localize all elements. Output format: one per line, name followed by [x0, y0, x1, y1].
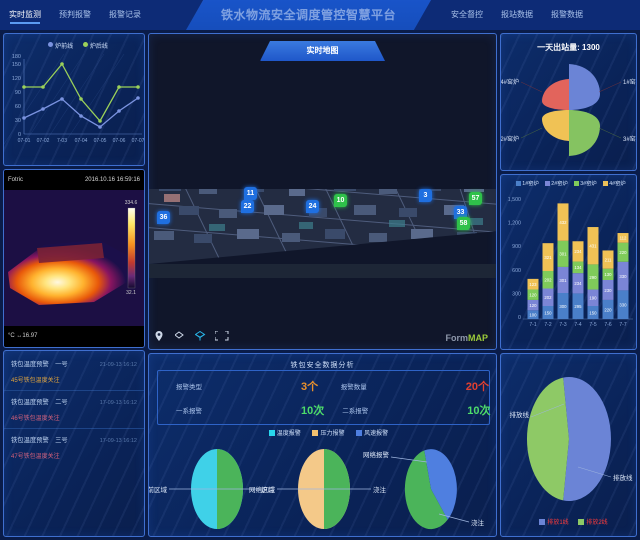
svg-text:234: 234 — [574, 281, 582, 286]
svg-text:220: 220 — [619, 250, 627, 255]
svg-text:1,500: 1,500 — [508, 197, 521, 203]
svg-text:07-05: 07-05 — [94, 138, 107, 144]
svg-text:321: 321 — [544, 255, 552, 260]
svg-text:1#窑炉: 1#窑炉 — [623, 78, 637, 86]
svg-text:30: 30 — [15, 118, 21, 124]
svg-text:7-3: 7-3 — [559, 322, 566, 328]
svg-text:炉前区域: 炉前区域 — [149, 485, 168, 494]
svg-text:220: 220 — [604, 307, 612, 312]
svg-text:290: 290 — [589, 275, 597, 280]
svg-text:295: 295 — [574, 304, 582, 309]
svg-text:301: 301 — [559, 252, 567, 257]
svg-text:7-03: 7-03 — [57, 138, 67, 144]
svg-text:211: 211 — [605, 257, 612, 262]
svg-text:150: 150 — [544, 310, 552, 315]
svg-text:301: 301 — [559, 278, 567, 283]
svg-text:112: 112 — [620, 236, 627, 241]
svg-text:230: 230 — [604, 288, 612, 293]
svg-text:234: 234 — [574, 249, 582, 254]
svg-text:150: 150 — [12, 62, 21, 68]
svg-text:120: 120 — [12, 76, 21, 82]
svg-text:7-7: 7-7 — [619, 322, 626, 328]
svg-text:1,200: 1,200 — [508, 221, 521, 227]
svg-text:120: 120 — [529, 293, 537, 298]
svg-text:123: 123 — [529, 282, 537, 287]
svg-text:180: 180 — [12, 54, 21, 60]
svg-text:32.1: 32.1 — [126, 290, 136, 296]
svg-text:3#窑炉: 3#窑炉 — [623, 135, 637, 143]
svg-text:07-06: 07-06 — [113, 138, 126, 144]
svg-text:07-07: 07-07 — [132, 138, 145, 144]
svg-text:432: 432 — [559, 220, 567, 225]
svg-text:7-6: 7-6 — [604, 322, 611, 328]
svg-text:120: 120 — [529, 303, 537, 308]
svg-text:7-5: 7-5 — [589, 322, 596, 328]
svg-text:60: 60 — [15, 104, 21, 110]
svg-text:浇注: 浇注 — [471, 518, 485, 527]
svg-text:07-01: 07-01 — [18, 138, 31, 144]
svg-text:4#窑炉: 4#窑炉 — [501, 78, 519, 86]
svg-text:330: 330 — [619, 303, 627, 308]
svg-text:202: 202 — [544, 278, 552, 283]
svg-text:600: 600 — [512, 268, 521, 274]
svg-text:431: 431 — [589, 244, 597, 249]
svg-text:0: 0 — [518, 315, 521, 321]
svg-text:190: 190 — [589, 296, 597, 301]
svg-text:2#窑炉: 2#窑炉 — [501, 135, 519, 143]
svg-text:202: 202 — [544, 295, 552, 300]
svg-text:07-04: 07-04 — [75, 138, 88, 144]
svg-text:网络区域: 网络区域 — [249, 485, 276, 494]
svg-text:网络报警: 网络报警 — [363, 450, 390, 459]
svg-text:134: 134 — [574, 265, 582, 270]
svg-text:7-2: 7-2 — [544, 322, 551, 328]
svg-text:900: 900 — [512, 244, 521, 250]
svg-text:330: 330 — [619, 274, 627, 279]
svg-text:7-1: 7-1 — [529, 322, 536, 328]
svg-text:150: 150 — [589, 310, 597, 315]
svg-text:90: 90 — [15, 90, 21, 96]
svg-text:排放线: 排放线 — [613, 473, 633, 482]
svg-text:7-4: 7-4 — [574, 322, 581, 328]
svg-text:排放线: 排放线 — [510, 410, 530, 419]
svg-text:100: 100 — [529, 312, 537, 317]
svg-text:130: 130 — [604, 272, 612, 277]
svg-text:07-02: 07-02 — [37, 138, 50, 144]
svg-text:浇注: 浇注 — [373, 485, 387, 494]
svg-text:300: 300 — [559, 304, 567, 309]
svg-text:334.6: 334.6 — [125, 200, 138, 206]
svg-text:300: 300 — [512, 291, 521, 297]
